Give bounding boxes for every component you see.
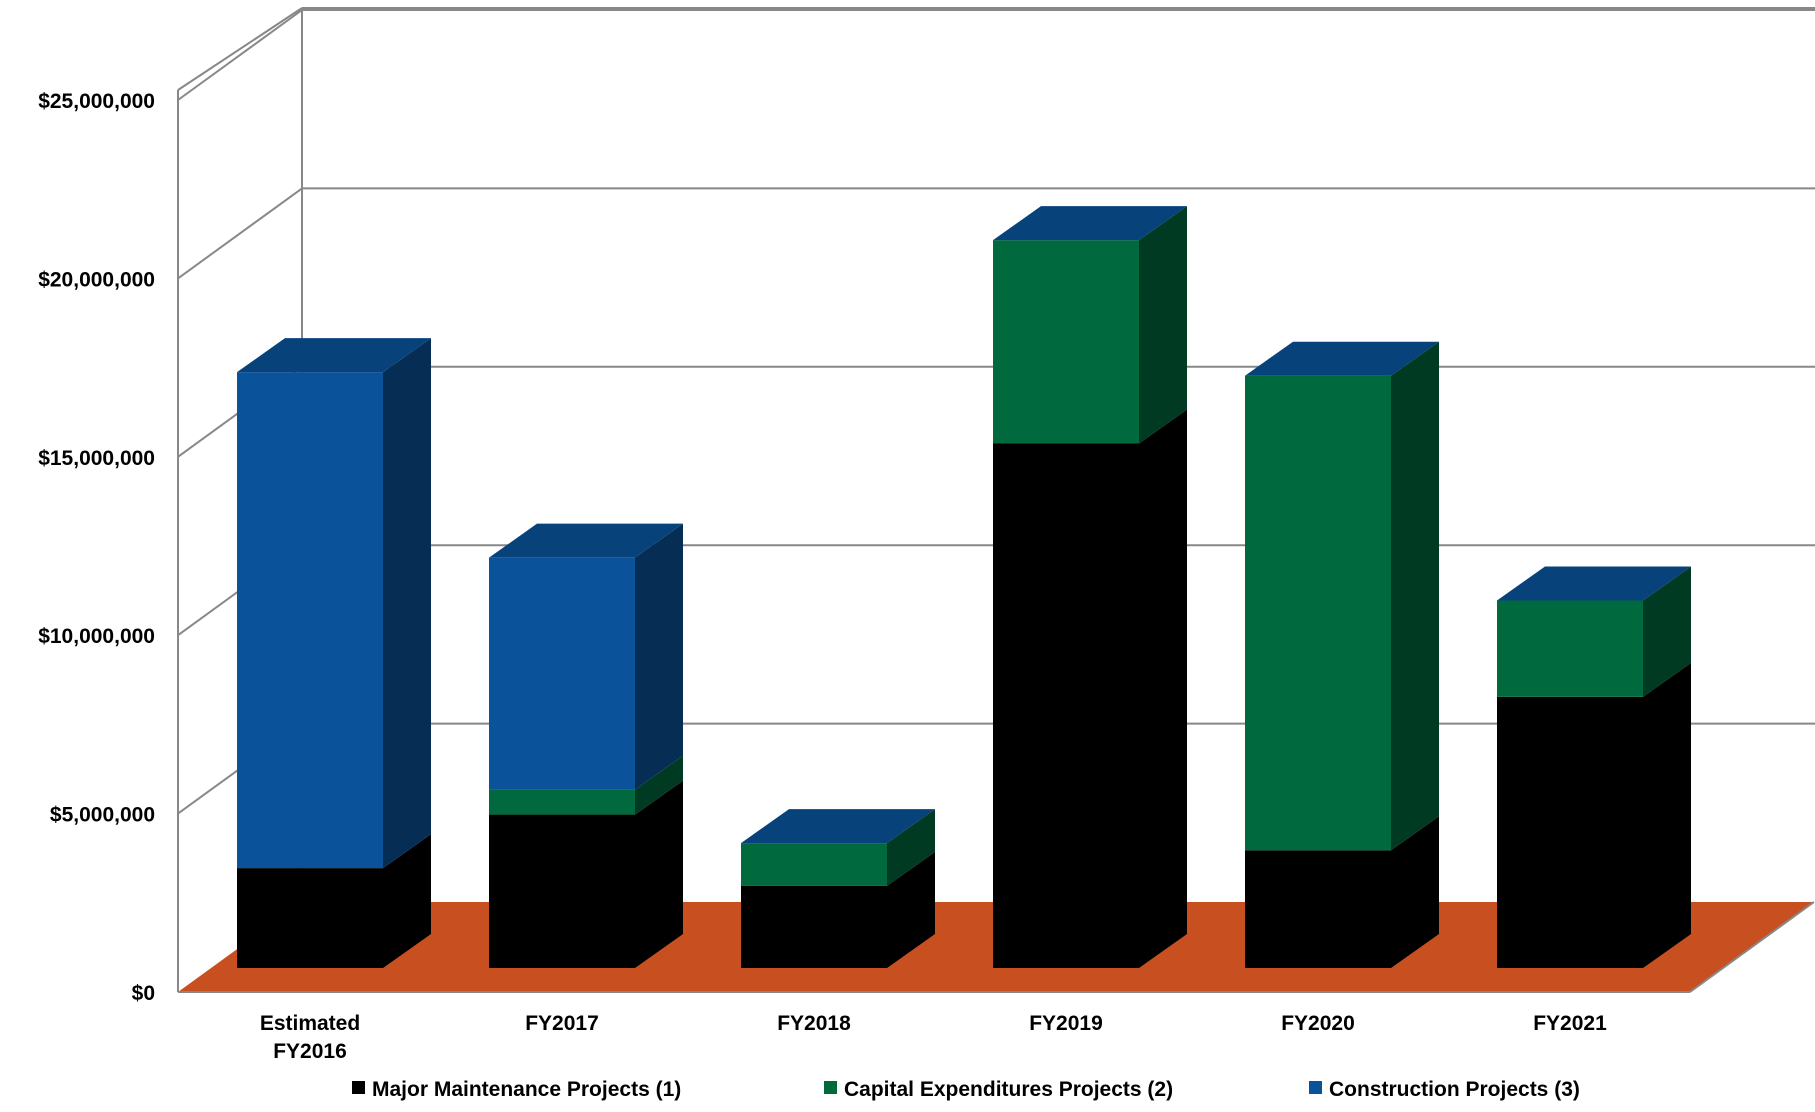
bar-front	[1245, 850, 1391, 968]
legend: Major Maintenance Projects (1) Capital Ex…	[352, 1078, 1580, 1101]
bar-top	[1497, 566, 1691, 601]
y-tick-label: $15,000,000	[38, 447, 155, 470]
y-tick-label: $5,000,000	[50, 804, 155, 827]
bar-side	[1643, 662, 1691, 968]
y-axis: $0 $5,000,000 $10,000,000 $15,000,000 $20,00…	[38, 90, 155, 1005]
gridline-diagonal	[177, 9, 303, 101]
bar-front	[489, 557, 635, 790]
bar-segment	[489, 780, 683, 968]
bar-front	[993, 443, 1139, 968]
bar-segment	[489, 755, 683, 815]
y-tick-label: $20,000,000	[38, 268, 155, 291]
bars	[237, 206, 1691, 968]
bar-segment	[741, 809, 935, 886]
bar-front	[489, 789, 635, 815]
legend-label: Major Maintenance Projects (1)	[372, 1078, 681, 1101]
x-axis: Estimated FY2016 FY2017 FY2018 FY2019 FY2020 F…	[260, 1012, 1607, 1063]
bar-front	[237, 372, 383, 869]
x-tick-label: FY2017	[525, 1012, 599, 1035]
wall-top-edge	[177, 7, 303, 91]
legend-label: Construction Projects (3)	[1329, 1078, 1580, 1101]
gridline-diagonal	[177, 187, 303, 280]
bar-front	[1245, 375, 1391, 851]
bar-side	[887, 851, 935, 968]
bar-side	[1391, 816, 1439, 968]
bar-segment	[489, 523, 683, 790]
bar-side	[383, 834, 431, 968]
bar-top	[993, 206, 1187, 241]
bar-top	[1245, 341, 1439, 376]
bar-front	[993, 240, 1139, 444]
floor-right-edge	[1689, 901, 1815, 993]
x-tick-label: FY2019	[1029, 1012, 1103, 1035]
bar-front	[1497, 696, 1643, 968]
bar-segment	[1245, 341, 1439, 851]
bar-side	[635, 780, 683, 968]
bar-side	[635, 523, 683, 790]
bar-side	[383, 338, 431, 869]
bar-segment	[1497, 566, 1691, 697]
legend-swatch	[1309, 1081, 1322, 1094]
y-tick-label: $25,000,000	[38, 90, 155, 113]
legend-swatch	[352, 1081, 365, 1094]
x-tick-label: FY2016	[273, 1040, 347, 1063]
bar-segment	[1245, 816, 1439, 968]
legend-item: Capital Expenditures Projects (2)	[824, 1078, 1173, 1101]
legend-label: Capital Expenditures Projects (2)	[844, 1078, 1173, 1101]
bar-top	[237, 338, 431, 373]
x-tick-label: FY2021	[1533, 1012, 1607, 1035]
bar-segment	[993, 206, 1187, 444]
y-tick-label: $0	[132, 982, 155, 1005]
bar-segment	[237, 834, 431, 968]
bar-top	[489, 523, 683, 558]
bar-front	[489, 814, 635, 968]
bar-front	[237, 868, 383, 968]
bar-segment	[993, 409, 1187, 968]
bar-side	[1139, 206, 1187, 444]
bar-segment	[741, 851, 935, 968]
legend-swatch	[824, 1081, 837, 1094]
bar-top	[741, 809, 935, 844]
bar-front	[1497, 600, 1643, 697]
bar-front	[741, 885, 887, 968]
x-tick-label: FY2020	[1281, 1012, 1355, 1035]
legend-item: Construction Projects (3)	[1309, 1078, 1580, 1101]
bar-segment	[1497, 662, 1691, 968]
bar-side	[635, 755, 683, 815]
bar-side	[1643, 566, 1691, 697]
x-tick-label: FY2018	[777, 1012, 851, 1035]
bar-side	[887, 809, 935, 886]
bar-side	[1391, 341, 1439, 851]
y-tick-label: $10,000,000	[38, 625, 155, 648]
bar-segment	[237, 338, 431, 869]
bar-front	[741, 843, 887, 886]
x-tick-label: Estimated	[260, 1012, 360, 1035]
legend-item: Major Maintenance Projects (1)	[352, 1078, 681, 1101]
bar-side	[1139, 409, 1187, 968]
